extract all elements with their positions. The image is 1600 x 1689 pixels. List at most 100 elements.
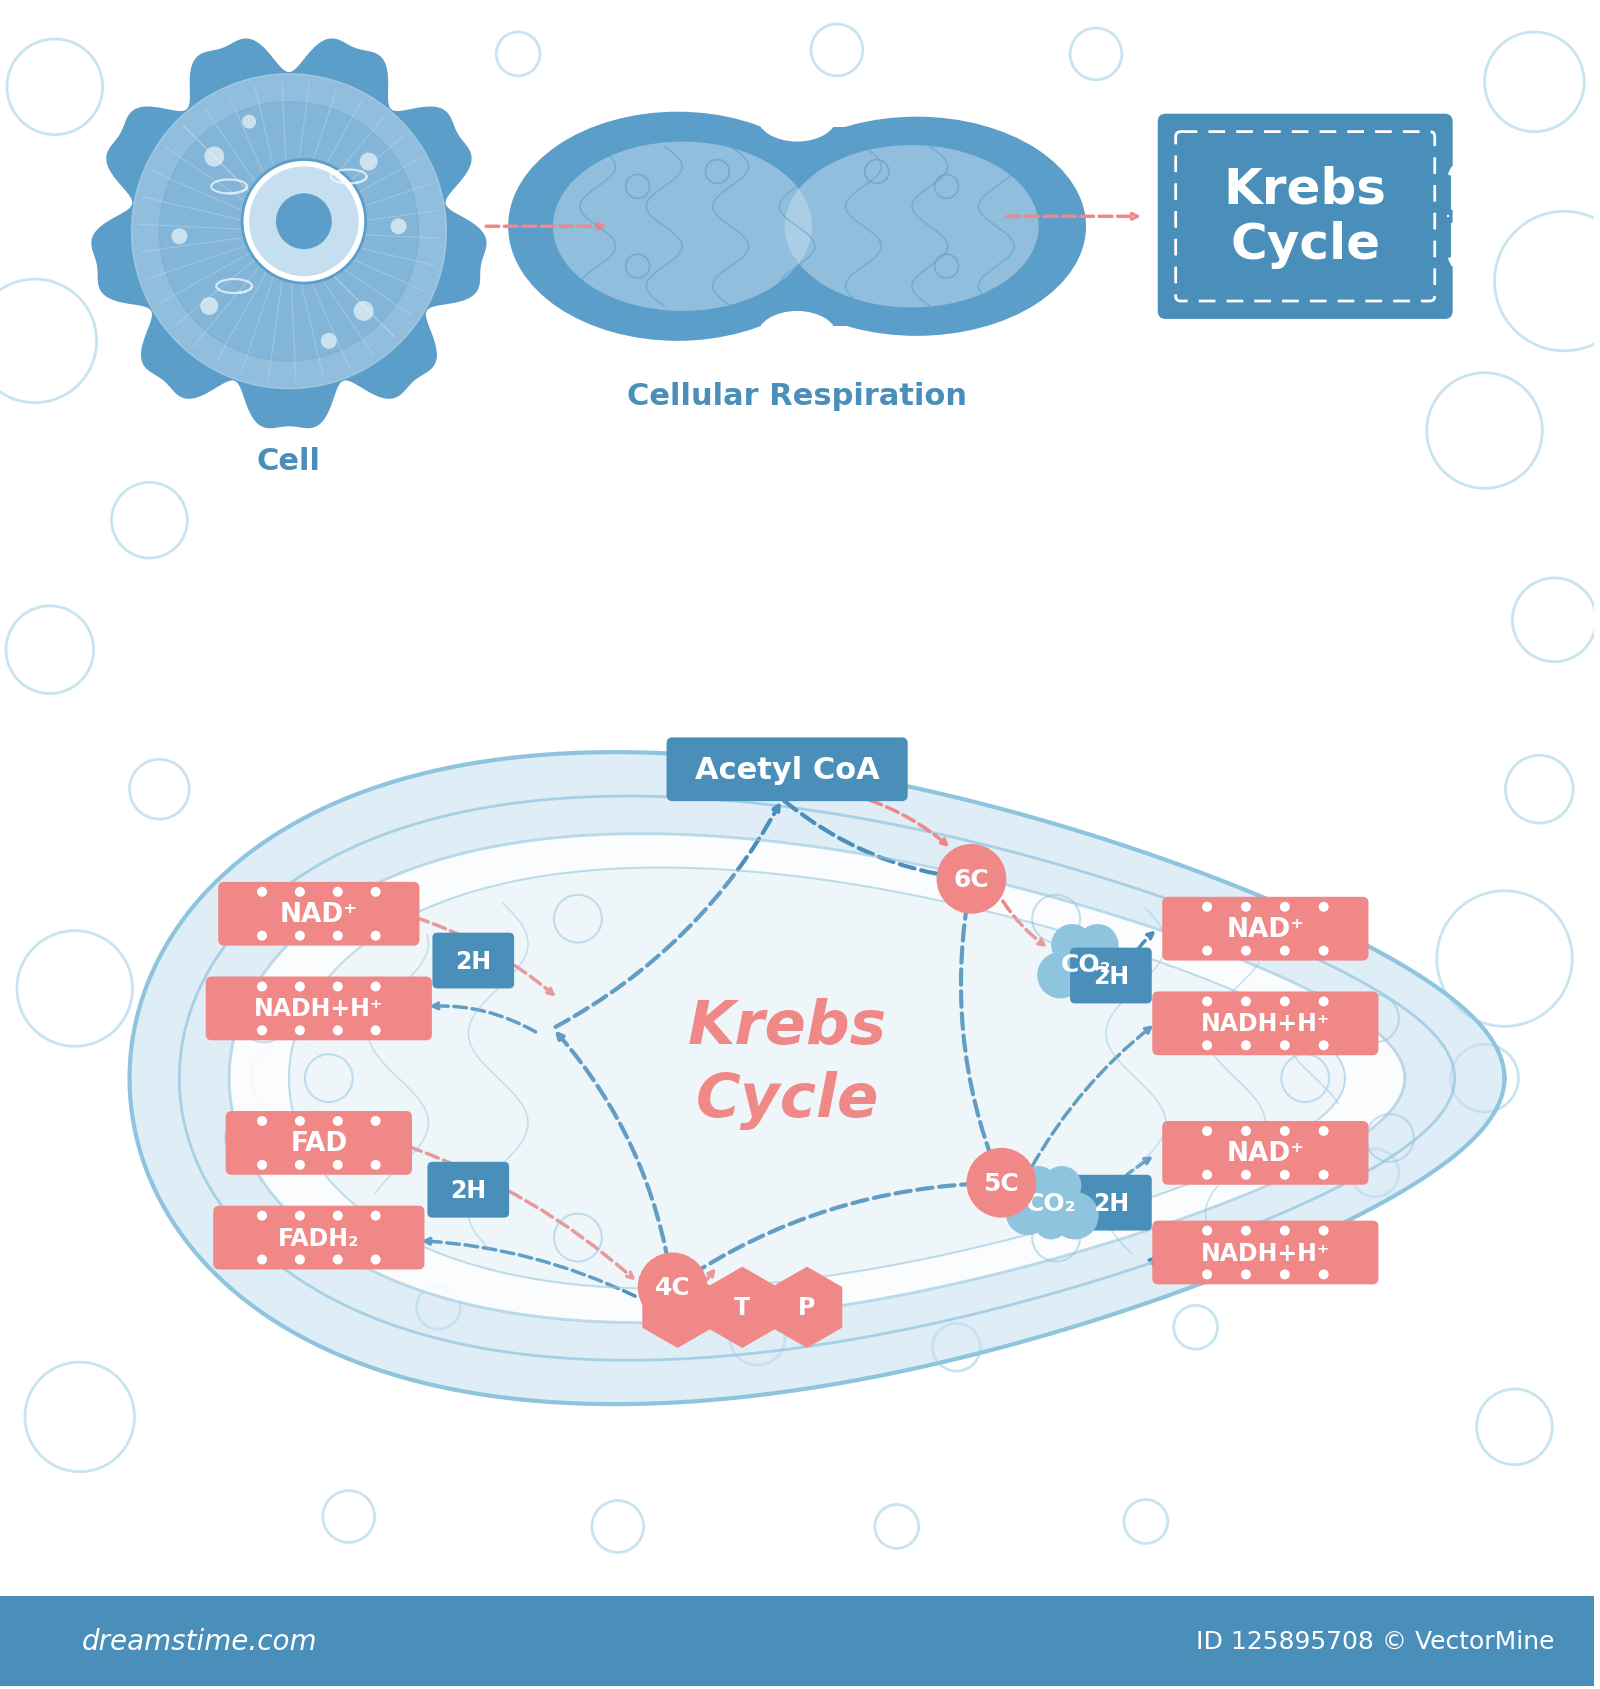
Circle shape: [333, 1255, 342, 1265]
FancyBboxPatch shape: [667, 738, 907, 802]
Polygon shape: [707, 1268, 776, 1348]
Circle shape: [1077, 924, 1118, 966]
Circle shape: [333, 1160, 342, 1170]
Ellipse shape: [784, 145, 1038, 309]
Circle shape: [1242, 1226, 1251, 1236]
FancyBboxPatch shape: [432, 932, 514, 988]
Text: Krebs
Cycle: Krebs Cycle: [688, 998, 886, 1130]
Circle shape: [1318, 1170, 1328, 1181]
Circle shape: [371, 1211, 381, 1221]
Circle shape: [294, 1116, 306, 1127]
Circle shape: [333, 981, 342, 991]
Circle shape: [1318, 902, 1328, 912]
Polygon shape: [93, 41, 486, 429]
Circle shape: [275, 194, 331, 250]
Circle shape: [1318, 946, 1328, 956]
Circle shape: [371, 931, 381, 941]
Circle shape: [1242, 902, 1251, 912]
FancyBboxPatch shape: [206, 976, 432, 1040]
FancyBboxPatch shape: [1158, 115, 1453, 319]
Text: CO₂: CO₂: [1026, 1191, 1077, 1214]
Circle shape: [936, 844, 1006, 914]
Text: Krebs
Cycle: Krebs Cycle: [1224, 166, 1387, 269]
Circle shape: [1318, 1226, 1328, 1236]
Circle shape: [258, 931, 267, 941]
Polygon shape: [290, 868, 1346, 1289]
Ellipse shape: [747, 118, 1086, 336]
Polygon shape: [643, 1268, 712, 1348]
Text: NAD⁺: NAD⁺: [1226, 915, 1304, 942]
FancyBboxPatch shape: [213, 1206, 424, 1270]
Text: P: P: [798, 1295, 816, 1319]
Circle shape: [258, 1211, 267, 1221]
Text: FAD: FAD: [290, 1130, 347, 1157]
FancyBboxPatch shape: [1162, 1121, 1368, 1186]
Circle shape: [294, 1255, 306, 1265]
Circle shape: [250, 167, 358, 277]
FancyBboxPatch shape: [427, 1162, 509, 1218]
Circle shape: [1280, 1170, 1290, 1181]
Circle shape: [1202, 1270, 1213, 1280]
Circle shape: [205, 147, 224, 167]
Circle shape: [258, 1255, 267, 1265]
Circle shape: [638, 1253, 707, 1322]
Polygon shape: [130, 753, 1504, 1404]
Text: NAD⁺: NAD⁺: [280, 902, 358, 927]
Text: 2H: 2H: [1093, 964, 1130, 988]
Circle shape: [1202, 1127, 1213, 1137]
Ellipse shape: [554, 142, 813, 312]
Circle shape: [1202, 1170, 1213, 1181]
Text: CO₂: CO₂: [1061, 953, 1112, 976]
Circle shape: [1034, 1206, 1069, 1240]
Text: NADH+H⁺: NADH+H⁺: [254, 997, 384, 1020]
Circle shape: [200, 297, 218, 316]
Circle shape: [333, 887, 342, 897]
Circle shape: [354, 302, 374, 321]
Circle shape: [1019, 1167, 1058, 1206]
Circle shape: [1043, 1167, 1082, 1206]
Polygon shape: [160, 103, 419, 361]
Circle shape: [333, 1025, 342, 1035]
Circle shape: [258, 1160, 267, 1170]
Polygon shape: [131, 74, 446, 390]
Circle shape: [294, 981, 306, 991]
Text: Acetyl CoA: Acetyl CoA: [694, 755, 880, 784]
Circle shape: [1051, 1192, 1099, 1240]
Circle shape: [1280, 1226, 1290, 1236]
Circle shape: [1280, 1270, 1290, 1280]
Circle shape: [390, 220, 406, 235]
Circle shape: [242, 115, 256, 130]
Bar: [667, 128, 926, 326]
FancyBboxPatch shape: [1162, 897, 1368, 961]
Ellipse shape: [757, 312, 837, 361]
Text: FADH₂: FADH₂: [278, 1226, 360, 1250]
Text: NADH+H⁺: NADH+H⁺: [1200, 1241, 1330, 1265]
Circle shape: [371, 981, 381, 991]
Circle shape: [1318, 1270, 1328, 1280]
Circle shape: [333, 1211, 342, 1221]
Circle shape: [1242, 1170, 1251, 1181]
Text: ID 125895708 © VectorMine: ID 125895708 © VectorMine: [1195, 1630, 1554, 1654]
Circle shape: [1053, 931, 1118, 997]
Circle shape: [294, 887, 306, 897]
Text: A: A: [669, 1295, 686, 1319]
Circle shape: [360, 154, 378, 171]
FancyBboxPatch shape: [1152, 991, 1379, 1056]
Text: T: T: [734, 1295, 750, 1319]
Circle shape: [1021, 1172, 1082, 1233]
Circle shape: [1067, 966, 1104, 1003]
Circle shape: [294, 931, 306, 941]
Circle shape: [966, 1149, 1037, 1218]
Bar: [0, 1596, 1594, 1686]
Circle shape: [1037, 953, 1083, 998]
FancyBboxPatch shape: [218, 882, 419, 946]
Polygon shape: [229, 834, 1405, 1322]
Circle shape: [333, 931, 342, 941]
FancyBboxPatch shape: [226, 1111, 411, 1176]
Circle shape: [1202, 1226, 1213, 1236]
Circle shape: [1280, 1127, 1290, 1137]
Circle shape: [1280, 1040, 1290, 1051]
Circle shape: [371, 1160, 381, 1170]
Circle shape: [294, 1160, 306, 1170]
Circle shape: [1280, 902, 1290, 912]
